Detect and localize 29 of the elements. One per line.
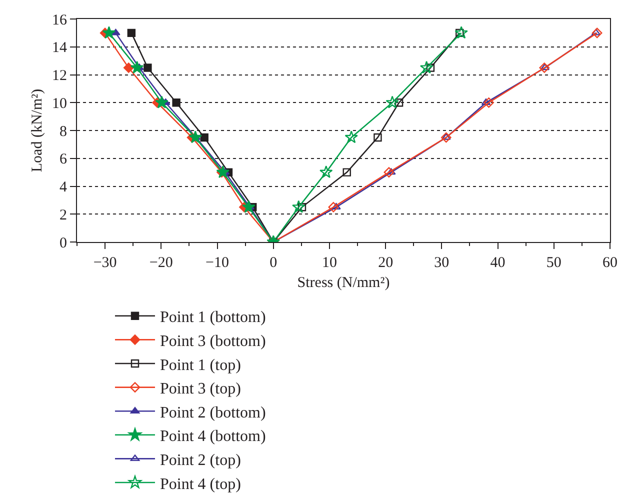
y-tick-label: 8 (60, 124, 67, 140)
x-tick-label: 0 (270, 255, 278, 271)
y-tick-label: 16 (52, 12, 68, 28)
y-tick-label: 4 (60, 180, 68, 196)
y-tick-label: 6 (60, 152, 68, 168)
x-tick-label: 60 (602, 255, 618, 271)
legend-label: Point 4 (top) (160, 476, 241, 493)
x-tick-label: −20 (149, 255, 173, 271)
x-tick-label: −10 (206, 255, 229, 271)
legend-label: Point 2 (top) (160, 452, 241, 469)
legend-label: Point 1 (top) (160, 356, 241, 374)
x-tick-label: 50 (546, 255, 562, 271)
legend-label: Point 4 (bottom) (160, 428, 266, 446)
x-tick-label: 20 (378, 255, 394, 271)
y-tick-label: 14 (52, 40, 68, 56)
y-axis-title: Load (kN/m²) (29, 88, 46, 172)
x-tick-label: 10 (322, 255, 337, 271)
y-tick-label: 2 (60, 207, 67, 224)
y-tick-label: 10 (52, 96, 67, 112)
y-tick-label: 0 (60, 235, 67, 252)
legend-label: Point 3 (top) (160, 380, 241, 398)
legend-label: Point 1 (bottom) (160, 309, 266, 326)
x-axis-title: Stress (N/mm²) (297, 275, 390, 291)
x-tick-label: 30 (434, 255, 450, 271)
x-tick-label: 40 (490, 255, 506, 271)
legend-label: Point 3 (bottom) (160, 332, 266, 350)
legend-label: Point 2 (bottom) (160, 404, 266, 422)
x-tick-label: −30 (93, 255, 117, 271)
y-tick-label: 12 (52, 68, 67, 84)
